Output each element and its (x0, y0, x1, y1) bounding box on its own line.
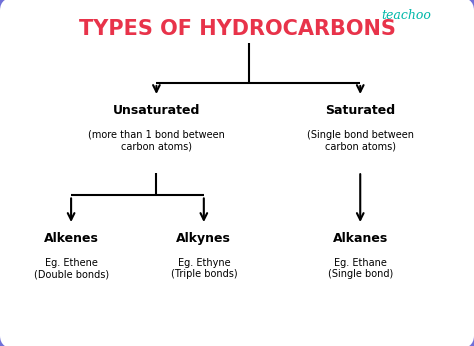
Text: Eg. Ethyne
(Triple bonds): Eg. Ethyne (Triple bonds) (171, 258, 237, 279)
Text: (more than 1 bond between
carbon atoms): (more than 1 bond between carbon atoms) (88, 130, 225, 151)
Text: Alkynes: Alkynes (176, 232, 231, 245)
Text: Eg. Ethene
(Double bonds): Eg. Ethene (Double bonds) (34, 258, 109, 279)
Text: Alkenes: Alkenes (44, 232, 99, 245)
Text: Saturated: Saturated (325, 104, 395, 117)
Text: teachoo: teachoo (382, 9, 431, 22)
Text: Alkanes: Alkanes (333, 232, 388, 245)
Text: TYPES OF HYDROCARBONS: TYPES OF HYDROCARBONS (79, 19, 395, 39)
Text: Eg. Ethane
(Single bond): Eg. Ethane (Single bond) (328, 258, 393, 279)
Text: (Single bond between
carbon atoms): (Single bond between carbon atoms) (307, 130, 414, 151)
Text: Unsaturated: Unsaturated (113, 104, 200, 117)
